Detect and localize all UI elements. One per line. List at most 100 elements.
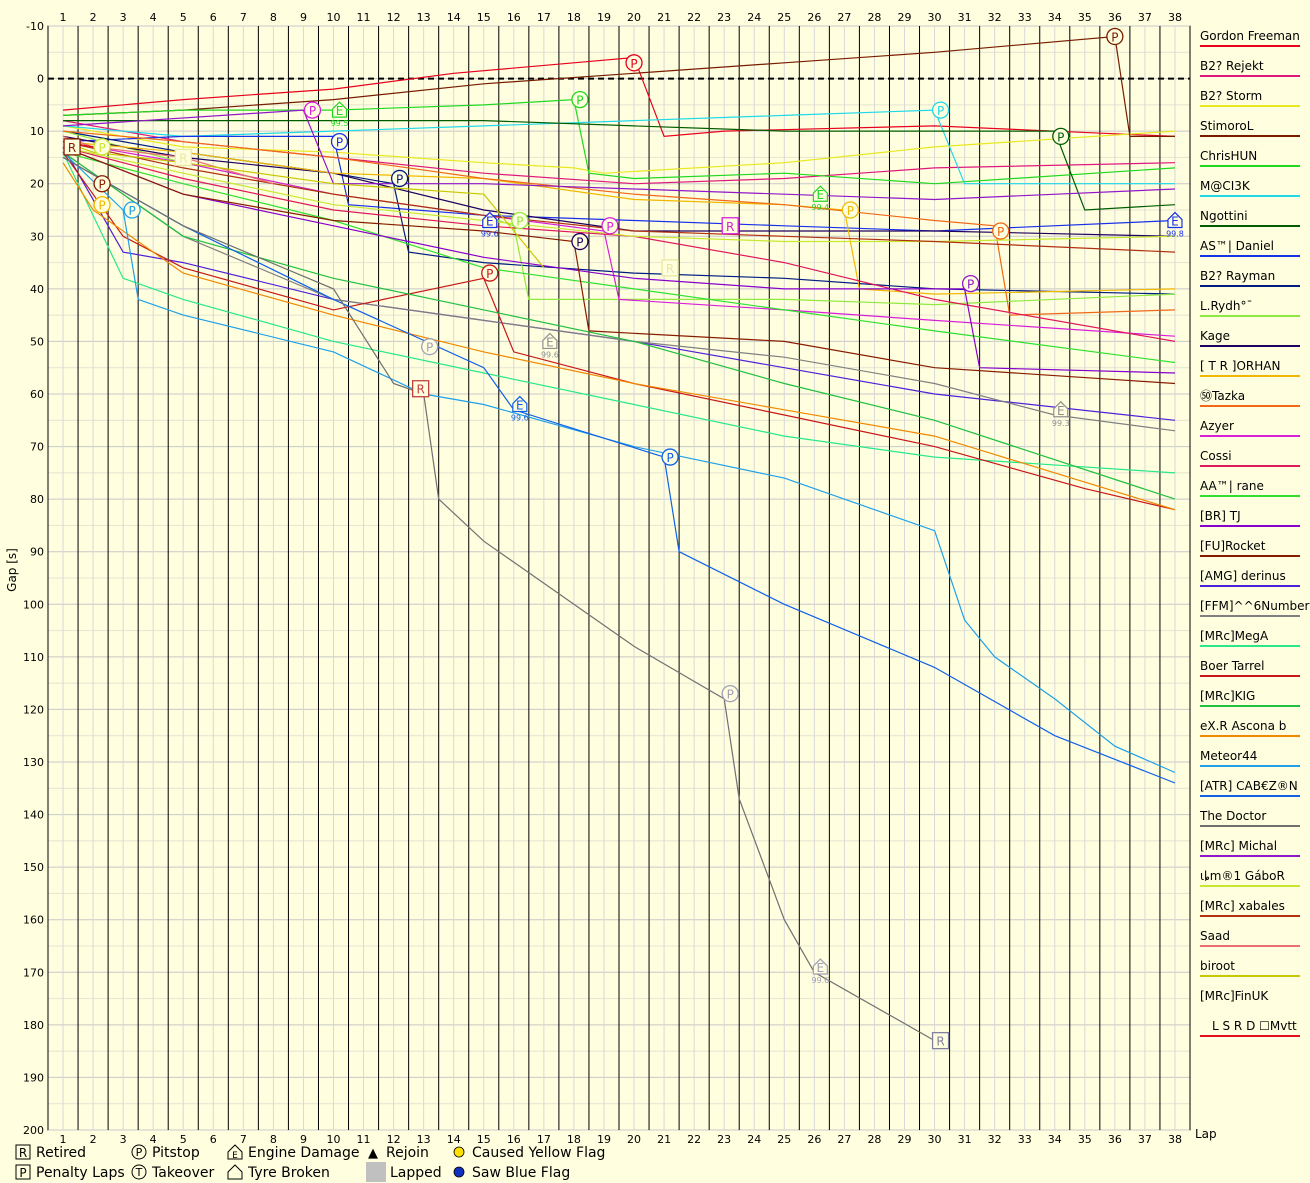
key-item: T Takeover <box>131 1164 214 1181</box>
series-legend: Gordon Freeman B2? Rejekt B2? Storm Stimoro… <box>1199 29 1310 1037</box>
key-item: Tyre Broken <box>227 1164 330 1181</box>
x-tick-label-bottom: 36 <box>1108 1133 1122 1146</box>
event-marker-P: P <box>571 232 589 251</box>
marker-letter: E <box>486 215 494 229</box>
marker-letter: P <box>847 204 854 218</box>
x-tick-label-bottom: 33 <box>1018 1133 1032 1146</box>
legend-label: [MRc]MegA <box>1200 629 1269 643</box>
event-marker-P: P <box>931 101 950 119</box>
marker-box <box>412 380 430 398</box>
y-tick-label: 50 <box>30 335 44 348</box>
y-tick-label: 100 <box>23 598 44 611</box>
marker-circle <box>961 274 980 293</box>
x-tick-label-bottom: 21 <box>657 1133 671 1146</box>
legend-label: [ATR] CAB€Z®N <box>1200 779 1298 793</box>
marker-value: 99.6 <box>541 350 559 359</box>
event-marker-E: E99.6 <box>811 958 829 985</box>
legend-label: B2? Storm <box>1200 89 1262 103</box>
key-circle-icon <box>131 1164 147 1180</box>
event-marker-E: E99.6 <box>481 211 499 239</box>
legend-label: eX.R Ascona b <box>1200 719 1286 733</box>
x-tick-label-top: 7 <box>240 11 247 24</box>
legend-label: Cossi <box>1200 449 1232 463</box>
x-tick-label-top: 33 <box>1018 11 1032 24</box>
y-tick-label: 70 <box>30 441 44 454</box>
marker-letter: P <box>336 136 343 150</box>
y-tick-label: 30 <box>30 230 44 243</box>
key-box-icon <box>15 1164 31 1180</box>
legend-label: [MRc]KIG <box>1200 689 1255 703</box>
marker-letter: P <box>576 236 583 250</box>
legend-label: [BR] TJ <box>1200 509 1241 523</box>
event-marker-P: P <box>1106 27 1124 46</box>
event-marker-P: P <box>481 264 499 282</box>
event-marker-P: P <box>330 133 349 151</box>
symbol-key: R Retired P Pitstop E Engine Damage ▲ Rejoin Cau… <box>15 1144 605 1182</box>
event-marker-P: P <box>123 201 141 219</box>
x-tick-label-bottom: 20 <box>627 1133 641 1146</box>
series-line <box>62 98 1176 185</box>
legend-label: B2? Rayman <box>1200 269 1275 283</box>
marker-house <box>812 958 828 975</box>
series-line <box>62 109 1175 185</box>
x-tick-label-bottom: 26 <box>807 1133 821 1146</box>
x-tick-label-bottom: 6 <box>210 1133 217 1146</box>
x-tick-label-bottom: 38 <box>1168 1133 1182 1146</box>
series-line <box>62 151 1176 774</box>
x-tick-label-bottom: 24 <box>747 1133 761 1146</box>
x-tick-label-bottom: 5 <box>180 1133 187 1146</box>
marker-letter: R <box>68 141 76 155</box>
marker-circle <box>330 133 349 151</box>
key-symbol: E <box>232 1151 238 1161</box>
series-line <box>62 135 1176 237</box>
marker-letter: E <box>1171 215 1179 229</box>
legend-label: L S R D ☐Mvtt <box>1200 1019 1297 1033</box>
legend-label: ChrisHUN <box>1200 149 1257 163</box>
marker-letter: E <box>516 399 524 413</box>
x-tick-label-bottom: 1 <box>60 1133 67 1146</box>
key-item: Saw Blue Flag <box>453 1165 570 1181</box>
marker-letter: P <box>1057 130 1064 144</box>
marker-letter: P <box>606 220 613 234</box>
event-marker-P: P <box>390 169 409 188</box>
x-tick-label-top: 6 <box>210 11 217 24</box>
x-tick-label-bottom: 37 <box>1138 1133 1152 1146</box>
event-marker-R: R <box>721 217 739 235</box>
x-tick-label-bottom: 16 <box>507 1133 521 1146</box>
x-tick-label-top: 29 <box>898 11 912 24</box>
x-tick-label-top: 19 <box>597 11 611 24</box>
marker-house <box>1053 400 1069 418</box>
key-item: Caused Yellow Flag <box>453 1145 605 1161</box>
x-tick-label-bottom: 29 <box>898 1133 912 1146</box>
key-label: Retired <box>36 1145 86 1161</box>
y-tick-label: 60 <box>30 388 44 401</box>
legend-label: M@CI3K <box>1200 179 1251 193</box>
x-tick-label-top: 30 <box>928 11 942 24</box>
marker-circle <box>571 90 589 109</box>
axes: -100102030405060708090100110120130140150… <box>23 11 1182 1146</box>
marker-value: 99.6 <box>811 976 829 985</box>
x-tick-label-bottom: 2 <box>90 1133 97 1146</box>
x-tick-label-bottom: 28 <box>867 1133 881 1146</box>
x-tick-label-top: 26 <box>807 11 821 24</box>
event-marker-P: P <box>93 138 111 156</box>
marker-letter: R <box>179 151 187 165</box>
x-tick-label-bottom: 9 <box>300 1133 307 1146</box>
marker-letter: R <box>936 1035 944 1049</box>
key-item: ▲ Rejoin <box>368 1145 429 1161</box>
series-line <box>62 162 1176 511</box>
event-marker-E: E99.8 <box>1166 211 1184 239</box>
series-line <box>62 125 1176 174</box>
marker-circle <box>93 196 111 214</box>
x-tick-label-top: 21 <box>657 11 671 24</box>
flag-dot-icon <box>453 1166 465 1178</box>
marker-letter: P <box>98 178 105 192</box>
marker-circle <box>93 138 111 156</box>
event-marker-P: P <box>721 685 739 703</box>
marker-box <box>661 259 679 277</box>
marker-circle <box>303 101 322 119</box>
legend-label: AS™| Daniel <box>1200 239 1274 253</box>
key-label: Penalty Laps <box>36 1165 125 1181</box>
marker-letter: R <box>726 220 734 234</box>
marker-circle <box>661 448 679 466</box>
